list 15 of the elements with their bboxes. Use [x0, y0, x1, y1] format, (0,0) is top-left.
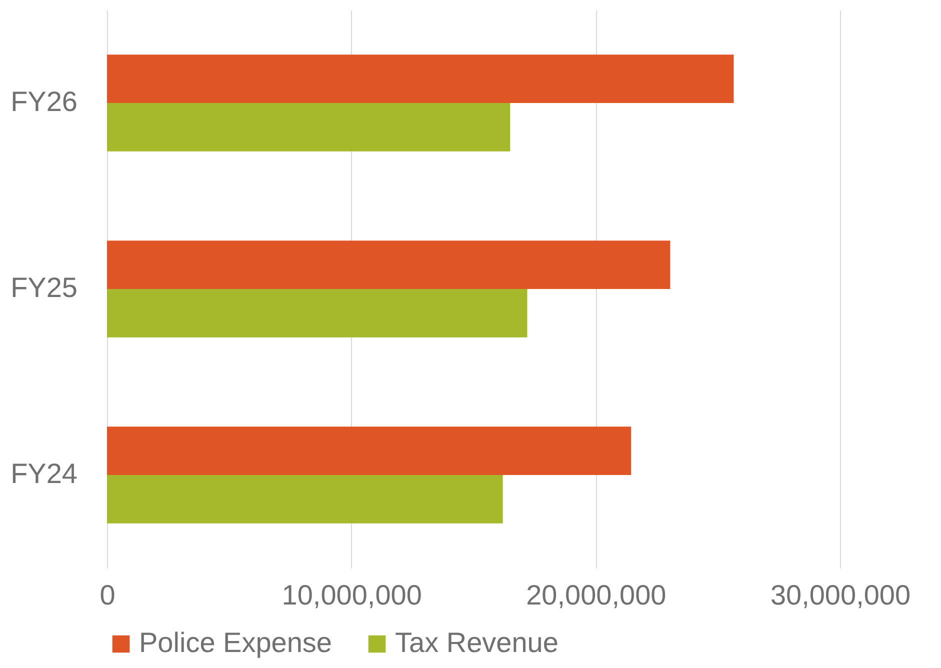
y-tick-label: FY26 [10, 86, 78, 117]
x-tick-label: 0 [100, 580, 116, 610]
x-tick-label: 10,000,000 [282, 580, 422, 610]
bar [107, 289, 528, 338]
bar [107, 426, 632, 475]
legend-label: Police Expense [139, 627, 332, 658]
legend-label: Tax Revenue [395, 627, 558, 658]
bar [107, 475, 503, 524]
x-tick-label: 30,000,000 [770, 580, 911, 610]
x-tick-label: 20,000,000 [526, 580, 666, 610]
y-tick-label: FY24 [10, 458, 78, 489]
y-tick-label: FY25 [10, 272, 78, 303]
bar [107, 240, 670, 289]
bar [107, 54, 734, 103]
bar [107, 103, 510, 152]
